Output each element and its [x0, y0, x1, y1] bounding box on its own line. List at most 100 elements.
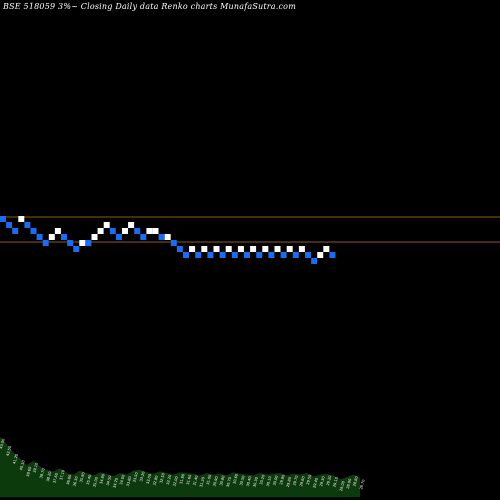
renko-brick-up [48, 234, 55, 240]
renko-brick-up [122, 228, 128, 234]
volume-label: 30.30 [252, 476, 259, 488]
renko-brick-up [91, 234, 98, 240]
volume-label: 31.80 [179, 473, 186, 485]
renko-brick-down [170, 240, 177, 246]
volume-label: 30.40 [246, 475, 253, 487]
volume-label: 36.30 [72, 475, 79, 487]
volume-label: 29.70 [292, 474, 299, 486]
volume-label: 31.20 [199, 476, 206, 488]
volume-label: 37.10 [59, 469, 66, 481]
volume-label: 36.80 [66, 474, 73, 486]
renko-brick-down [183, 252, 189, 258]
volume-label: 35.40 [86, 474, 93, 486]
renko-brick-up [201, 246, 208, 252]
volume-label: 30.90 [212, 475, 219, 487]
renko-brick-up [18, 216, 25, 222]
renko-brick-up [274, 246, 281, 252]
volume-label: 32.50 [159, 472, 166, 484]
renko-brick-up [164, 234, 171, 240]
volume-label: 31.60 [186, 474, 193, 486]
renko-brick-down [244, 252, 250, 258]
renko-brick-down [6, 222, 13, 228]
renko-brick-up [225, 246, 232, 252]
volume-label: 34.20 [112, 477, 119, 489]
volume-label: 35.00 [92, 476, 99, 488]
renko-brick-down [67, 240, 74, 246]
volume-label: 28.90 [346, 478, 353, 490]
volume-label: 38.20 [46, 470, 53, 482]
renko-brick-down [42, 240, 49, 246]
renko-brick-down [195, 252, 202, 258]
renko-brick-up [146, 228, 153, 234]
renko-brick-down [0, 216, 6, 222]
volume-label: 34.50 [106, 474, 113, 486]
renko-brick-up [103, 222, 110, 228]
volume-label: 33.50 [132, 471, 139, 483]
volume-label: 37.60 [52, 472, 59, 484]
volume-label: 34.00 [119, 474, 126, 486]
renko-brick-up [262, 246, 269, 252]
volume-label: 29.10 [332, 476, 339, 488]
renko-brick-up [79, 240, 86, 246]
renko-brick-down [280, 252, 287, 258]
volume-label: 29.20 [326, 474, 333, 486]
volume-label: 30.10 [266, 475, 273, 487]
volume-label: 28.80 [352, 475, 359, 487]
renko-brick-down [85, 240, 92, 246]
volume-label: 42.50 [6, 445, 13, 457]
volume-label: 33.00 [146, 473, 153, 485]
volume-label: 30.20 [259, 474, 266, 486]
renko-brick-down [219, 252, 226, 258]
renko-brick-down [36, 234, 43, 240]
renko-brick-down [140, 234, 147, 240]
renko-brick-down [268, 252, 275, 258]
volume-area [0, 437, 360, 497]
renko-brick-up [152, 228, 159, 234]
renko-brick-down [61, 234, 67, 240]
volume-label: 39.60 [26, 466, 33, 478]
volume-label: 41.20 [12, 453, 19, 465]
renko-brick-up [213, 246, 220, 252]
volume-label: 38.70 [39, 467, 46, 479]
volume-label: 33.80 [126, 475, 133, 487]
volume-label: 29.00 [339, 480, 346, 492]
renko-brick-up [54, 228, 61, 234]
volume-label: 32.00 [172, 475, 179, 487]
renko-brick-up [298, 246, 305, 252]
volume-label: 29.30 [319, 475, 326, 487]
renko-brick-up [286, 246, 293, 252]
renko-brick-up [317, 252, 324, 258]
volume-label: 29.80 [286, 476, 293, 488]
renko-brick-down [134, 228, 141, 234]
volume-label: 35.90 [79, 471, 86, 483]
volume-label: 29.60 [299, 475, 306, 487]
volume-label: 31.40 [192, 474, 199, 486]
renko-brick-down [329, 252, 336, 258]
volume-label: 30.00 [272, 474, 279, 486]
renko-brick-up [97, 228, 104, 234]
renko-brick-down [231, 252, 238, 258]
renko-brick-up [128, 222, 135, 228]
renko-brick-up [250, 246, 257, 252]
volume-label: 29.90 [279, 474, 286, 486]
renko-brick-up [323, 246, 330, 252]
volume-label: 30.50 [239, 474, 246, 486]
volume-label: 30.60 [232, 473, 239, 485]
volume-label: 31.00 [206, 474, 213, 486]
volume-label: 43.00 [0, 438, 6, 450]
renko-brick-down [256, 252, 263, 258]
renko-brick-down [12, 228, 19, 234]
volume-label: 30.80 [219, 474, 226, 486]
renko-brick-up [237, 246, 244, 252]
volume-label: 32.80 [152, 474, 159, 486]
renko-brick-down [176, 246, 183, 252]
renko-brick-up [189, 246, 196, 252]
volume-label: 28.70 [359, 478, 366, 490]
volume-label: 34.80 [99, 473, 106, 485]
renko-brick-down [115, 234, 122, 240]
volume-label: 29.50 [306, 474, 313, 486]
renko-brick-down [292, 252, 299, 258]
volume-label: 32.20 [166, 474, 173, 486]
renko-brick-down [24, 222, 31, 228]
